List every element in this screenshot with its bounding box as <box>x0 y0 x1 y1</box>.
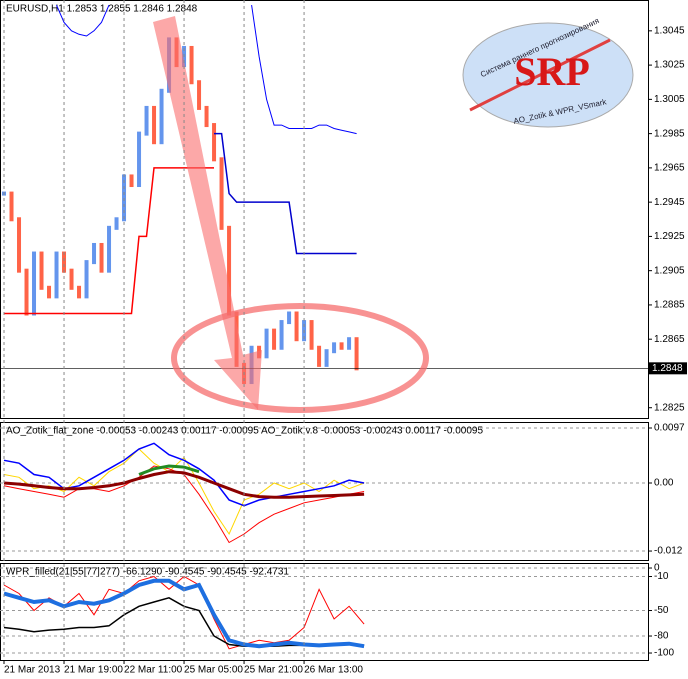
logo-title: SRP <box>514 49 590 94</box>
x-tick-label: 25 Mar 21:00 <box>244 665 303 676</box>
price-bar <box>332 342 337 354</box>
price-bar <box>137 131 142 188</box>
price-bar <box>279 320 284 350</box>
y-tick-label: 1.2905 <box>654 265 685 276</box>
last-price-box <box>649 362 687 375</box>
y-tick-label: 1.2925 <box>654 231 685 242</box>
panel-frame <box>0 563 649 661</box>
price-bar <box>159 88 164 145</box>
y-tick-label: 1.3045 <box>654 25 685 36</box>
price-bar <box>32 251 37 316</box>
y-tick-label: 1.3005 <box>654 94 685 105</box>
y-tick-label: -0.012 <box>654 546 683 557</box>
price-bar <box>309 320 314 350</box>
y-tick-label: 1.2825 <box>654 402 685 413</box>
y-tick-label: 1.2865 <box>654 334 685 345</box>
price-bar <box>264 328 269 359</box>
price-bar <box>339 342 344 350</box>
price-bar <box>129 174 134 188</box>
series-line <box>4 167 214 315</box>
y-tick-label: 1.2885 <box>654 300 685 311</box>
y-tick-label: 1.2945 <box>654 197 685 208</box>
price-bar <box>114 217 119 230</box>
price-bar <box>62 251 67 273</box>
y-tick-label: 1.3025 <box>654 60 685 71</box>
x-tick-label: 22 Mar 11:00 <box>124 665 183 676</box>
y-tick-label: 0 <box>654 563 660 574</box>
series-line <box>138 464 200 476</box>
price-bar <box>47 285 52 299</box>
price-bar <box>197 80 202 110</box>
price-bar <box>287 311 292 325</box>
x-tick-label: 21 Mar 19:00 <box>64 665 123 676</box>
y-tick-label: -50 <box>654 605 669 616</box>
trend-arrow <box>153 16 262 410</box>
x-tick-label: 25 Mar 05:00 <box>184 665 243 676</box>
y-tick-label: -100 <box>654 648 674 659</box>
price-bar <box>272 328 277 350</box>
price-bar <box>54 251 59 299</box>
price-bar <box>227 225 232 316</box>
y-tick-label: 1.2965 <box>654 163 685 174</box>
price-bar <box>204 105 209 128</box>
price-bar <box>92 242 97 265</box>
price-bar <box>354 337 359 371</box>
price-bar <box>122 174 127 222</box>
price-bar <box>347 337 352 350</box>
price-bar <box>84 260 89 299</box>
y-tick-label: 1.2985 <box>654 128 685 139</box>
price-bar <box>219 157 224 230</box>
price-bar <box>17 217 22 273</box>
series-line <box>214 132 357 255</box>
price-bar <box>9 191 14 222</box>
panel-title: EURUSD,H1 1.2853 1.2855 1.2846 1.2848 <box>6 4 198 15</box>
price-bar <box>77 285 82 299</box>
price-bar <box>294 311 299 342</box>
price-bar <box>69 268 74 290</box>
price-bar <box>107 225 112 273</box>
price-bar <box>24 268 29 316</box>
y-tick-label: 0.0097 <box>654 423 685 434</box>
price-bar <box>324 349 329 367</box>
panel-frame <box>0 0 649 419</box>
y-tick-label: 0.00 <box>654 478 674 489</box>
price-bar <box>99 242 104 273</box>
x-tick-label: 21 Mar 2013 <box>4 665 61 676</box>
price-bar <box>189 45 194 85</box>
price-bar <box>212 123 217 162</box>
price-bar <box>317 345 322 367</box>
panel-title: WPR_filled(21|55|77|277) -66.1290 -90.45… <box>6 567 289 578</box>
price-bar <box>152 105 157 145</box>
price-bar <box>39 251 44 290</box>
target-ellipse <box>171 303 429 413</box>
price-bar <box>144 105 149 136</box>
y-tick-label: -10 <box>654 571 669 582</box>
panel-frame <box>0 422 649 561</box>
panel-title: AO_Zotik_flat_zone -0.00053 -0.00243 0.0… <box>6 426 483 437</box>
logo-arrow <box>469 38 611 112</box>
y-tick-label: -80 <box>654 631 669 642</box>
last-price-label: 1.2848 <box>652 363 683 374</box>
x-tick-label: 26 Mar 13:00 <box>304 665 363 676</box>
decorations <box>462 22 634 128</box>
